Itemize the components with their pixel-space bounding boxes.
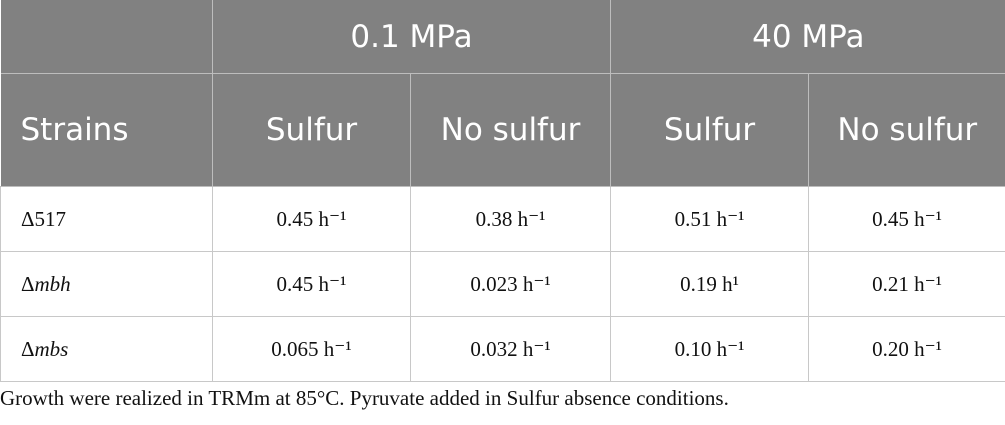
rate-cell: 0.45 h⁻¹ (212, 186, 411, 252)
strain-name: mbs (34, 336, 69, 361)
column-header: No sulfur (409, 73, 611, 187)
header-cell (0, 0, 213, 74)
table-row: Δmbh 0.45 h⁻¹ 0.023 h⁻¹ 0.19 h¹ 0.21 h⁻¹ (0, 251, 1005, 317)
header-row: Strains Sulfur No sulfur Sulfur No sulfu… (0, 73, 1005, 187)
strain-cell: Δmbh (0, 251, 213, 317)
strain-cell: Δmbs (0, 316, 213, 382)
strain-prefix: Δ (21, 271, 35, 296)
column-header: Strains (0, 73, 213, 187)
rate-cell: 0.38 h⁻¹ (409, 186, 612, 252)
rate-cell: 0.45 h⁻¹ (808, 186, 1005, 252)
column-header: Sulfur (212, 73, 411, 187)
header-row: 0.1 MPa 40 MPa (0, 0, 1005, 74)
strain-cell: Δ517 (0, 186, 213, 252)
table-row: Δ517 0.45 h⁻¹ 0.38 h⁻¹ 0.51 h⁻¹ 0.45 h⁻¹ (0, 186, 1005, 252)
group-header: 40 MPa (610, 0, 1005, 74)
column-header: No sulfur (808, 73, 1005, 187)
rate-cell: 0.065 h⁻¹ (212, 316, 411, 382)
data-table: 0.1 MPa 40 MPa Strains Sulfur No sulfur … (0, 0, 1005, 382)
group-header: 0.1 MPa (211, 0, 611, 74)
strain-prefix: Δ (21, 336, 35, 361)
rate-cell: 0.20 h⁻¹ (808, 316, 1005, 382)
rate-cell: 0.023 h⁻¹ (409, 251, 612, 317)
rate-cell: 0.10 h⁻¹ (610, 316, 810, 382)
table-row: Δmbs 0.065 h⁻¹ 0.032 h⁻¹ 0.10 h⁻¹ 0.20 h⁻¹ (0, 316, 1005, 382)
strain-prefix: Δ (21, 206, 35, 231)
rate-cell: 0.45 h⁻¹ (212, 251, 411, 317)
strain-name: 517 (34, 206, 67, 231)
rate-cell: 0.21 h⁻¹ (808, 251, 1005, 317)
table-body: Δ517 0.45 h⁻¹ 0.38 h⁻¹ 0.51 h⁻¹ 0.45 h⁻¹ Δmbh… (0, 186, 1005, 382)
rate-cell: 0.032 h⁻¹ (409, 316, 612, 382)
caption: Growth were realized in TRMm at 85°C. Py… (0, 386, 729, 410)
column-header: Sulfur (610, 73, 809, 187)
strain-name: mbh (34, 271, 71, 296)
rate-cell: 0.19 h¹ (610, 251, 810, 317)
rate-cell: 0.51 h⁻¹ (610, 186, 810, 252)
